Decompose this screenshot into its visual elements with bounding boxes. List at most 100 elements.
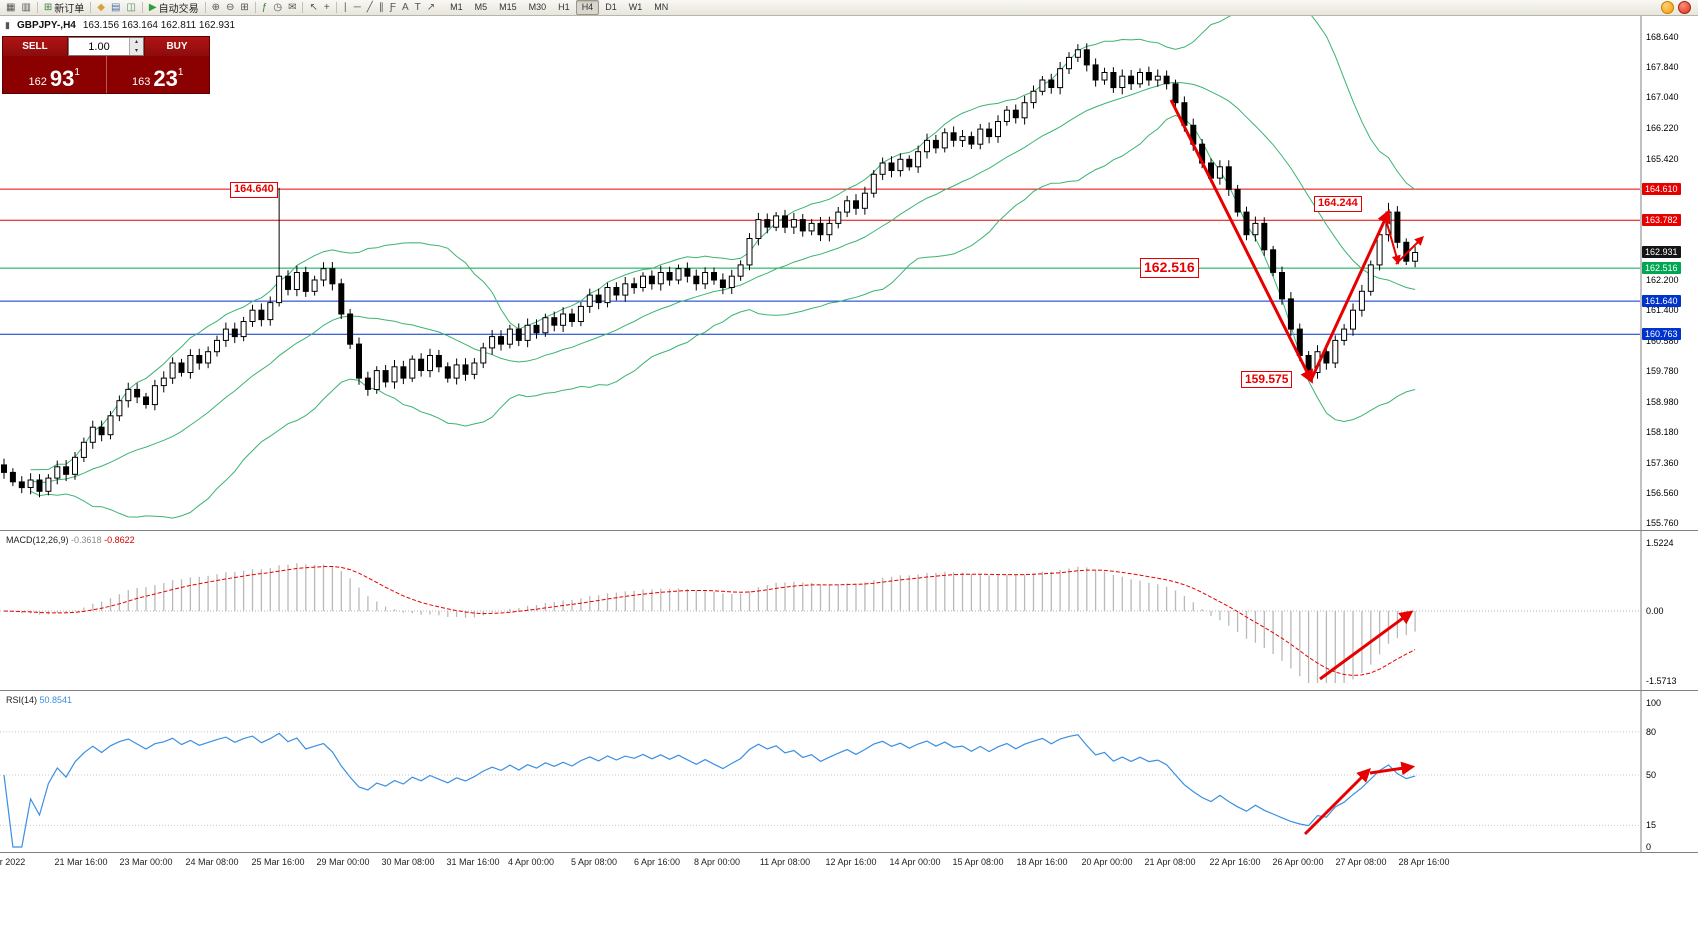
time-axis-label: 15 Apr 08:00 — [952, 857, 1004, 867]
crosshair-icon[interactable]: + — [323, 2, 330, 13]
timeframe-h4[interactable]: H4 — [575, 0, 600, 15]
axis-label: 157.360 — [1646, 457, 1679, 468]
toolbar-separator — [302, 2, 304, 13]
time-axis-label: 20 Apr 00:00 — [1081, 857, 1133, 867]
price-annotation[interactable]: 164.244 — [1314, 196, 1362, 212]
axis-label: 168.640 — [1646, 32, 1679, 42]
timeframe-w1[interactable]: W1 — [628, 2, 643, 12]
vertical-line-icon[interactable]: ∣ — [342, 2, 348, 13]
rsi-name: RSI(14) — [6, 695, 38, 705]
axis-label: 0 — [1646, 842, 1652, 852]
buy-button[interactable]: BUY — [144, 37, 209, 56]
price-annotation[interactable]: 162.516 — [1140, 258, 1199, 278]
indicators-icon[interactable]: ƒ — [261, 2, 268, 13]
timeframe-bar: M1 M5 M15 M30 H1 H4 D1 W1 MN — [444, 0, 674, 15]
label-icon[interactable]: T — [414, 2, 421, 13]
time-axis-label: 26 Apr 00:00 — [1272, 857, 1324, 867]
hlines-layer — [0, 188, 1640, 335]
axis-label: 100 — [1646, 698, 1662, 708]
symbol-ohlc-quotes: 163.156 163.164 162.811 162.931 — [82, 20, 236, 31]
axis-label: 50 — [1646, 770, 1657, 780]
price-axis-badge: 160.763 — [1642, 328, 1681, 341]
lot-input[interactable] — [69, 38, 129, 55]
macd-signal-line — [3, 565, 1416, 676]
timeframe-d1[interactable]: D1 — [605, 2, 617, 12]
price-axis-badge: 161.640 — [1642, 295, 1681, 308]
timeframe-m5[interactable]: M5 — [474, 2, 488, 12]
toolbar-separator — [90, 2, 92, 13]
timeframe-h1[interactable]: H1 — [558, 2, 570, 12]
time-axis-label: 25 Mar 16:00 — [251, 857, 305, 867]
toolbar-separator — [36, 2, 38, 13]
macd-histogram — [12, 563, 1416, 683]
symbol-name: GBPJPY-,H4 — [16, 20, 76, 31]
time-axis-label: 8 Apr 00:00 — [693, 857, 741, 867]
price-axis-badge: 164.610 — [1642, 183, 1681, 196]
lot-decrease-icon[interactable]: ▾ — [134, 47, 138, 54]
tile-windows-icon[interactable]: ⊞ — [240, 2, 249, 13]
macd-name: MACD(12,26,9) — [6, 535, 69, 545]
lot-increase-icon[interactable]: ▴ — [134, 39, 138, 45]
buy-price-pips: 23 — [153, 65, 178, 91]
price-chart-canvas[interactable] — [0, 16, 1698, 530]
time-axis-label: 18 Mar 2022 — [0, 857, 26, 867]
price-axis-badge: 162.931 — [1642, 246, 1681, 259]
rsi-value: 50.8541 — [39, 695, 73, 705]
data-window-icon[interactable]: ◫ — [126, 2, 136, 13]
arrow-object-icon[interactable]: ↗ — [426, 2, 436, 13]
zoom-in-icon[interactable]: ⊕ — [211, 2, 220, 13]
toolbar-right — [1661, 1, 1695, 14]
time-axis-label: 12 Apr 16:00 — [825, 857, 877, 867]
auto-trading-button[interactable]: ▶ 自动交易 — [148, 2, 199, 15]
mql5-community-icon[interactable] — [1661, 1, 1674, 14]
channel-icon[interactable]: ∥ — [378, 2, 384, 13]
favorites-icon[interactable]: ◆ — [97, 2, 105, 13]
news-icon[interactable] — [1678, 1, 1691, 14]
new-order-button[interactable]: ⊞ 新订单 — [43, 2, 85, 15]
text-icon[interactable]: A — [401, 2, 409, 13]
price-annotation[interactable]: 159.575 — [1241, 371, 1293, 388]
horizontal-line-icon[interactable]: ─ — [353, 2, 361, 13]
toolbar-separator — [204, 2, 206, 13]
rsi-panel: RSI(14) 50.8541 100 80 50 15 0 — [0, 690, 1698, 853]
price-annotation[interactable]: 164.640 — [230, 182, 278, 198]
sell-price-point: 1 — [74, 67, 80, 78]
periods-icon[interactable]: ◷ — [273, 2, 283, 13]
new-chart-icon[interactable]: ▦ — [6, 2, 16, 13]
sell-price-button[interactable]: 162 93 1 — [3, 56, 106, 93]
timeframe-mn[interactable]: MN — [654, 2, 669, 12]
axis-label: 167.040 — [1646, 92, 1679, 103]
macd-panel: MACD(12,26,9) -0.3618 -0.8622 1.5224 0.00… — [0, 530, 1698, 691]
axis-label: 15 — [1646, 820, 1657, 831]
time-axis-label: 5 Apr 08:00 — [570, 857, 618, 867]
timeframe-m1[interactable]: M1 — [450, 2, 463, 12]
time-axis-label: 21 Apr 08:00 — [1144, 857, 1196, 867]
time-axis-label: 4 Apr 00:00 — [507, 857, 555, 867]
timeframe-m30[interactable]: M30 — [528, 2, 547, 12]
toolbar-separator — [141, 2, 143, 13]
sell-button[interactable]: SELL — [3, 37, 68, 56]
fibonacci-icon[interactable]: Ƒ — [389, 2, 396, 13]
market-watch-icon[interactable]: ▤ — [111, 2, 121, 13]
macd-arrow — [1319, 610, 1414, 681]
axis-label: 158.180 — [1646, 426, 1679, 437]
time-axis[interactable]: 18 Mar 2022 21 Mar 16:00 23 Mar 00:00 24 Ma… — [0, 852, 1698, 881]
macd-canvas[interactable] — [0, 531, 1698, 691]
axis-label: 161.400 — [1646, 305, 1679, 316]
templates-icon[interactable]: ✉ — [288, 2, 297, 13]
macd-signal-value: -0.8622 — [104, 535, 135, 545]
time-axis-label: 27 Apr 08:00 — [1335, 857, 1387, 867]
rsi-canvas[interactable] — [0, 691, 1698, 853]
profiles-icon[interactable]: ▥ — [21, 2, 31, 13]
cursor-icon[interactable]: ↖ — [309, 2, 318, 13]
axis-label: 158.980 — [1646, 396, 1679, 407]
trendline-icon[interactable]: ╱ — [366, 2, 373, 13]
axis-label: 167.840 — [1646, 62, 1679, 73]
toolbar-separator — [335, 2, 337, 13]
axis-label: -1.5713 — [1646, 676, 1677, 686]
zoom-out-icon[interactable]: ⊖ — [226, 2, 235, 13]
timeframe-m15[interactable]: M15 — [499, 2, 517, 12]
axis-label: 156.560 — [1646, 487, 1679, 498]
buy-price-button[interactable]: 163 23 1 — [107, 56, 210, 93]
